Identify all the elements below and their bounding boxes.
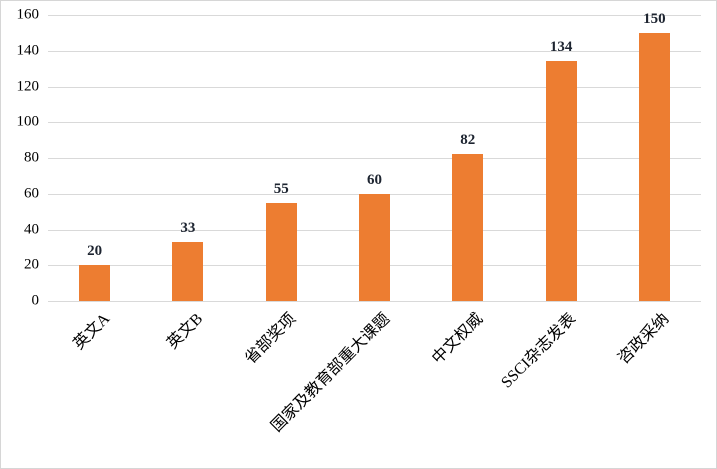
bar-省部奖项 — [265, 202, 297, 301]
x-category-label: 中文权威 — [428, 310, 487, 368]
data-label: 82 — [460, 132, 476, 149]
y-tick-label: 20 — [24, 256, 39, 273]
x-category-label: 咨政采纳 — [615, 310, 673, 368]
y-tick-label: 140 — [16, 42, 40, 59]
y-tick-label: 40 — [24, 221, 39, 237]
bar-英文A — [79, 265, 111, 301]
x-category-label: SSCI杂志发表 — [498, 310, 580, 392]
gridline — [48, 50, 701, 52]
x-category-label: 英文A — [70, 310, 113, 354]
data-label: 33 — [180, 220, 196, 236]
gridline — [48, 86, 701, 88]
y-tick-label: 0 — [31, 292, 40, 309]
gridline — [48, 301, 701, 302]
gridline — [48, 158, 701, 159]
y-tick-label: 80 — [24, 149, 39, 166]
data-label: 55 — [273, 180, 289, 197]
x-category-label: 英文B — [164, 310, 207, 353]
data-label: 20 — [87, 243, 103, 260]
data-label: 60 — [367, 171, 382, 188]
gridline — [48, 122, 701, 124]
y-tick-label: 160 — [16, 6, 40, 23]
data-label: 150 — [643, 10, 666, 27]
y-tick-label: 120 — [16, 78, 40, 94]
bar-SSCI杂志发表 — [545, 61, 577, 301]
bar-中文权威 — [452, 154, 484, 301]
x-category-label: 省部奖项 — [242, 310, 300, 368]
bar-英文B — [172, 242, 204, 301]
data-label: 134 — [549, 39, 573, 56]
plot-area: 20 33 55 60 82 134 150 — [48, 10, 701, 302]
y-tick-label: 100 — [16, 113, 40, 130]
y-tick-label: 60 — [24, 185, 39, 202]
gridline — [48, 15, 701, 16]
bar-国家及教育部重大课题 — [359, 193, 390, 301]
bar-咨政采纳 — [638, 32, 670, 301]
